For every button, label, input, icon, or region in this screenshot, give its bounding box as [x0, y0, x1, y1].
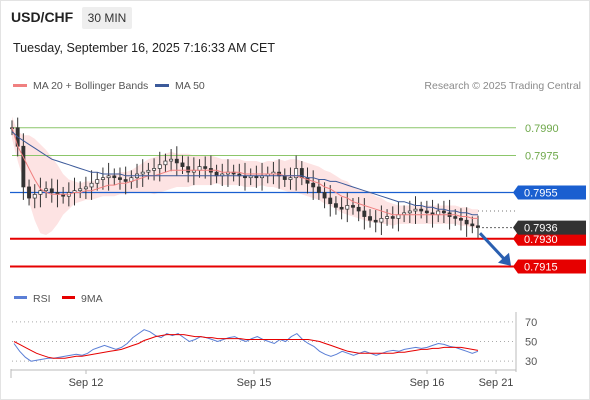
level-label-4: 0.7915	[524, 262, 558, 274]
candle-body	[294, 168, 299, 179]
candle-body	[49, 188, 54, 193]
candle-body	[214, 171, 219, 177]
candle-body	[83, 186, 88, 190]
ma9-legend-label: 9MA	[81, 293, 103, 305]
candle-body	[333, 203, 338, 208]
rsi-ma9-line	[13, 334, 479, 359]
candle-body	[464, 219, 469, 225]
forecast-arrow-head	[498, 252, 511, 266]
candle-body	[453, 216, 458, 219]
timestamp: Tuesday, September 16, 2025 7:16:33 AM C…	[13, 41, 275, 55]
timeframe-badge[interactable]: 30 MIN	[82, 7, 132, 29]
ma50-line	[11, 131, 478, 216]
candle-body	[470, 223, 475, 227]
candle-body	[152, 168, 157, 171]
candle-body	[385, 216, 390, 219]
candle-body	[282, 175, 287, 180]
candle-body	[95, 179, 100, 184]
rsi-line	[13, 329, 479, 362]
last-price-label: 0.7936	[524, 223, 558, 235]
rsi-legend-label: RSI	[33, 293, 51, 305]
candle-body	[38, 190, 43, 195]
candle-body	[424, 210, 429, 214]
level-label-1: 0.7975	[525, 151, 559, 163]
level-tag-3	[513, 231, 586, 246]
candle-body	[373, 219, 378, 223]
rsi-legend-swatch	[14, 296, 27, 299]
candle-body	[339, 206, 344, 210]
candle-body	[174, 158, 179, 164]
rsi-tick-30: 30	[525, 356, 537, 368]
candle-body	[180, 162, 185, 167]
candle-body	[78, 188, 83, 192]
ma9-legend-swatch	[62, 296, 75, 299]
level-label-3: 0.7930	[524, 234, 558, 246]
candle-body	[441, 210, 446, 214]
candle-body	[112, 175, 117, 179]
candle-body	[351, 205, 355, 208]
candle-body	[407, 210, 412, 214]
rsi-tick-70: 70	[525, 317, 537, 329]
copyright-text: Research © 2025 Trading Central	[424, 80, 581, 92]
last-price-tag	[513, 220, 586, 235]
candle-body	[27, 186, 31, 199]
candle-body	[186, 166, 191, 173]
candle-body	[419, 208, 424, 212]
symbol-title: USD/CHF	[11, 9, 74, 25]
level-label-0: 0.7990	[525, 123, 559, 135]
candle-body	[197, 166, 202, 171]
candle-body	[390, 216, 395, 219]
candle-body	[396, 214, 401, 219]
candle-body	[140, 171, 145, 175]
ma20-swatch	[13, 84, 27, 87]
candle-body	[203, 166, 208, 169]
candle-body	[89, 182, 94, 188]
candle-body	[328, 197, 333, 204]
forecast-arrow-shaft	[478, 232, 506, 260]
candle-body	[100, 177, 105, 180]
candle-body	[459, 218, 463, 221]
candle-body	[322, 192, 327, 199]
candle-body	[123, 179, 128, 182]
rsi-tick-50: 50	[525, 337, 537, 349]
x-tick-label: Sep 21	[479, 377, 514, 389]
candle-body	[288, 177, 293, 180]
candle-body	[316, 186, 321, 193]
level-label-2: 0.7955	[524, 188, 558, 200]
legend-label-ma20: MA 20 + Bollinger Bands	[33, 80, 149, 92]
chart-header: USD/CHF 30 MIN	[0, 0, 590, 34]
candle-body	[157, 164, 162, 169]
x-tick-label: Sep 15	[237, 377, 272, 389]
candle-body	[362, 210, 367, 217]
candle-body	[169, 158, 174, 162]
candle-body	[163, 160, 168, 166]
candle-body	[356, 206, 361, 212]
candle-body	[106, 175, 111, 179]
candle-body	[345, 205, 350, 210]
ma50-swatch	[155, 84, 169, 87]
candle-body	[146, 169, 151, 173]
candle-body	[32, 194, 37, 199]
legend-label-ma50: MA 50	[175, 80, 205, 92]
level-tag-4	[513, 259, 586, 274]
candle-body	[379, 218, 384, 223]
candle-body	[44, 188, 49, 192]
x-tick-label: Sep 16	[410, 377, 445, 389]
candle-body	[413, 208, 418, 212]
candle-body	[436, 210, 441, 216]
candle-body	[118, 177, 122, 180]
x-tick-label: Sep 12	[69, 377, 104, 389]
candle-body	[21, 145, 26, 188]
candle-body	[368, 216, 372, 221]
candle-body	[305, 177, 310, 184]
ma20-line	[11, 127, 478, 219]
candle-body	[311, 182, 316, 188]
level-tag-2	[513, 185, 586, 200]
